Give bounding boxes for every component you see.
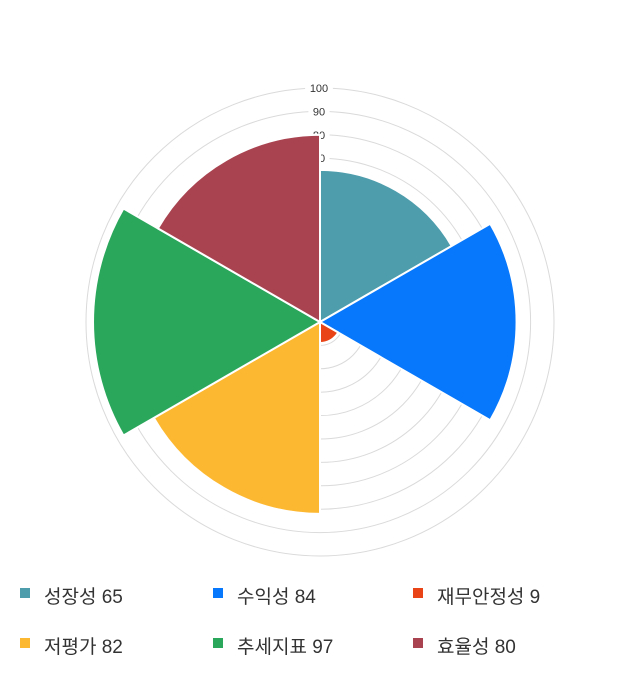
legend-item-5[interactable]: 추세지표 97 <box>213 636 333 660</box>
legend-item-1[interactable]: 성장성 65 <box>20 586 123 610</box>
chart-sector-1[interactable] <box>319 168 453 323</box>
polar-chart-svg: 102030405060708090100 <box>85 81 555 557</box>
legend-swatch <box>20 638 30 648</box>
chart-legend: 성장성 65 수익성 84 재무안정성 9 저평가 82 추세지표 97 효율성 80 <box>0 582 640 700</box>
axis-tick-label-bg <box>305 81 333 95</box>
axis-tick-label-bg <box>308 104 330 119</box>
legend-swatch <box>20 588 30 598</box>
chart-area: 102030405060708090100 <box>85 81 555 557</box>
legend-label: 추세지표 97 <box>237 637 334 658</box>
legend-item-4[interactable]: 저평가 82 <box>20 636 123 660</box>
legend-item-6[interactable]: 효율성 80 <box>413 636 516 660</box>
chart-sector-2[interactable] <box>319 222 518 422</box>
legend-swatch <box>213 588 223 598</box>
legend-label: 수익성 84 <box>237 587 316 608</box>
legend-label: 효율성 80 <box>437 637 516 658</box>
axis-tick-label: 90 <box>313 106 325 118</box>
legend-swatch <box>413 588 423 598</box>
legend-label: 재무안정성 9 <box>437 587 541 608</box>
legend-swatch <box>213 638 223 648</box>
axis-tick-label: 100 <box>310 83 328 95</box>
legend-label: 저평가 82 <box>44 637 123 658</box>
chart-sector-5[interactable] <box>92 207 321 437</box>
legend-label: 성장성 65 <box>44 587 123 608</box>
legend-item-2[interactable]: 수익성 84 <box>213 586 316 610</box>
legend-item-3[interactable]: 재무안정성 9 <box>413 586 540 610</box>
chart-sector-6[interactable] <box>156 133 321 323</box>
chart-sector-4[interactable] <box>152 321 321 515</box>
legend-swatch <box>413 638 423 648</box>
